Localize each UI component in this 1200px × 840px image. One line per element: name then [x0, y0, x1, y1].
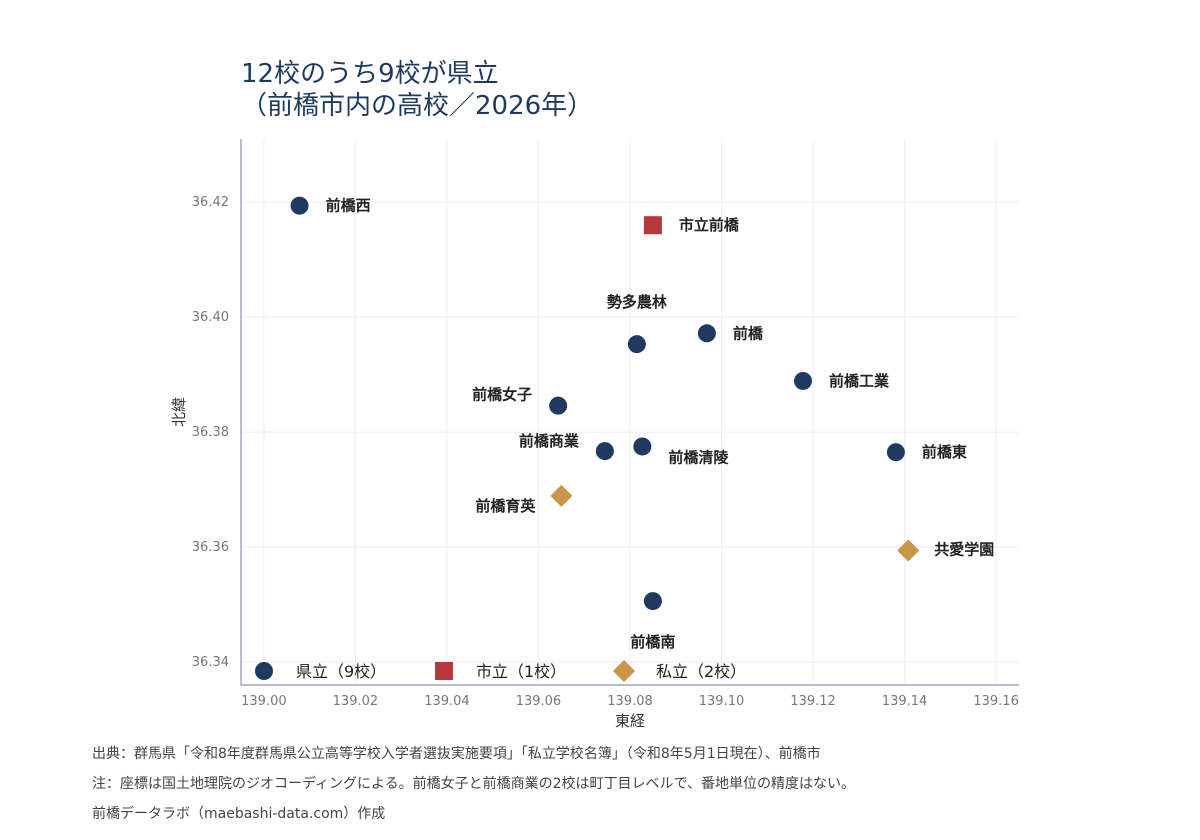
legend-marker-square: [435, 662, 453, 680]
credit-note: 前橋データラボ（maebashi-data.com）作成: [92, 806, 386, 822]
point-label: 前橋西: [326, 197, 371, 215]
grid: [241, 139, 1019, 685]
source-note: 出典：群馬県「令和8年度群馬県公立高等学校入学者選抜実施要項」「私立学校名簿」（…: [92, 746, 821, 762]
point-label: 勢多農林: [607, 293, 668, 311]
point-circle: [697, 324, 716, 343]
point-circle: [633, 437, 652, 456]
legend-marker-circle: [255, 662, 273, 680]
x-tick-label: 139.04: [424, 694, 470, 709]
point-square: [643, 216, 662, 235]
y-tick-label: 36.38: [192, 425, 229, 440]
x-tick-label: 139.00: [241, 694, 287, 709]
chart-title-line1: 12校のうち9校が県立: [241, 59, 499, 89]
y-tick-label: 36.36: [192, 540, 229, 555]
scatter-chart: 139.00 139.02 139.04 139.06 139.08 139.10 139.…: [170, 139, 1019, 730]
point-diamond: [897, 539, 920, 562]
point-label: 前橋育英: [475, 497, 536, 515]
y-tick-label: 36.34: [192, 655, 229, 670]
coordinate-note: 注：座標は国土地理院のジオコーディングによる。前橋女子と前橋商業の2校は町丁目レ…: [92, 776, 855, 792]
point-circle: [549, 396, 568, 415]
x-tick-label: 139.12: [790, 694, 836, 709]
y-axis-label: 北緯: [170, 397, 188, 427]
x-tick-label: 139.16: [973, 694, 1019, 709]
x-tick-label: 139.10: [699, 694, 745, 709]
point-circle: [643, 592, 662, 611]
chart-title-line2: （前橋市内の高校／2026年）: [241, 91, 594, 121]
point-label: 前橋南: [630, 633, 675, 651]
tick-labels: 139.00 139.02 139.04 139.06 139.08 139.10 139.…: [192, 195, 1019, 709]
point-label: 前橋女子: [472, 386, 532, 404]
point-diamond: [550, 484, 573, 507]
point-circle: [290, 196, 309, 215]
x-tick-label: 139.08: [607, 694, 653, 709]
legend-label: 県立（9校）: [296, 662, 386, 681]
axes: [240, 139, 1019, 686]
legend-label: 私立（2校）: [656, 662, 746, 681]
legend-marker-diamond: [613, 660, 635, 682]
y-tick-label: 36.40: [192, 310, 229, 325]
x-axis-label: 東経: [615, 712, 645, 730]
x-tick-label: 139.06: [516, 694, 562, 709]
point-circle: [793, 371, 812, 390]
y-tick-label: 36.42: [192, 195, 229, 210]
point-label: 前橋商業: [519, 432, 580, 450]
legend: 県立（9校） 市立（1校） 私立（2校）: [255, 660, 746, 682]
point-circle: [886, 443, 905, 462]
point-label: 共愛学園: [934, 541, 994, 559]
point-circle: [627, 335, 646, 354]
chart-title: 12校のうち9校が県立 （前橋市内の高校／2026年）: [241, 58, 593, 122]
point-label: 前橋清陵: [668, 448, 729, 466]
point-label: 前橋東: [922, 443, 967, 461]
x-tick-label: 139.14: [882, 694, 928, 709]
point-label: 前橋工業: [829, 372, 890, 390]
point-circle: [595, 442, 614, 461]
legend-label: 市立（1校）: [476, 662, 566, 681]
point-label: 前橋: [733, 324, 764, 342]
point-label: 市立前橋: [679, 216, 740, 234]
x-tick-label: 139.02: [333, 694, 379, 709]
data-points: [290, 196, 920, 611]
